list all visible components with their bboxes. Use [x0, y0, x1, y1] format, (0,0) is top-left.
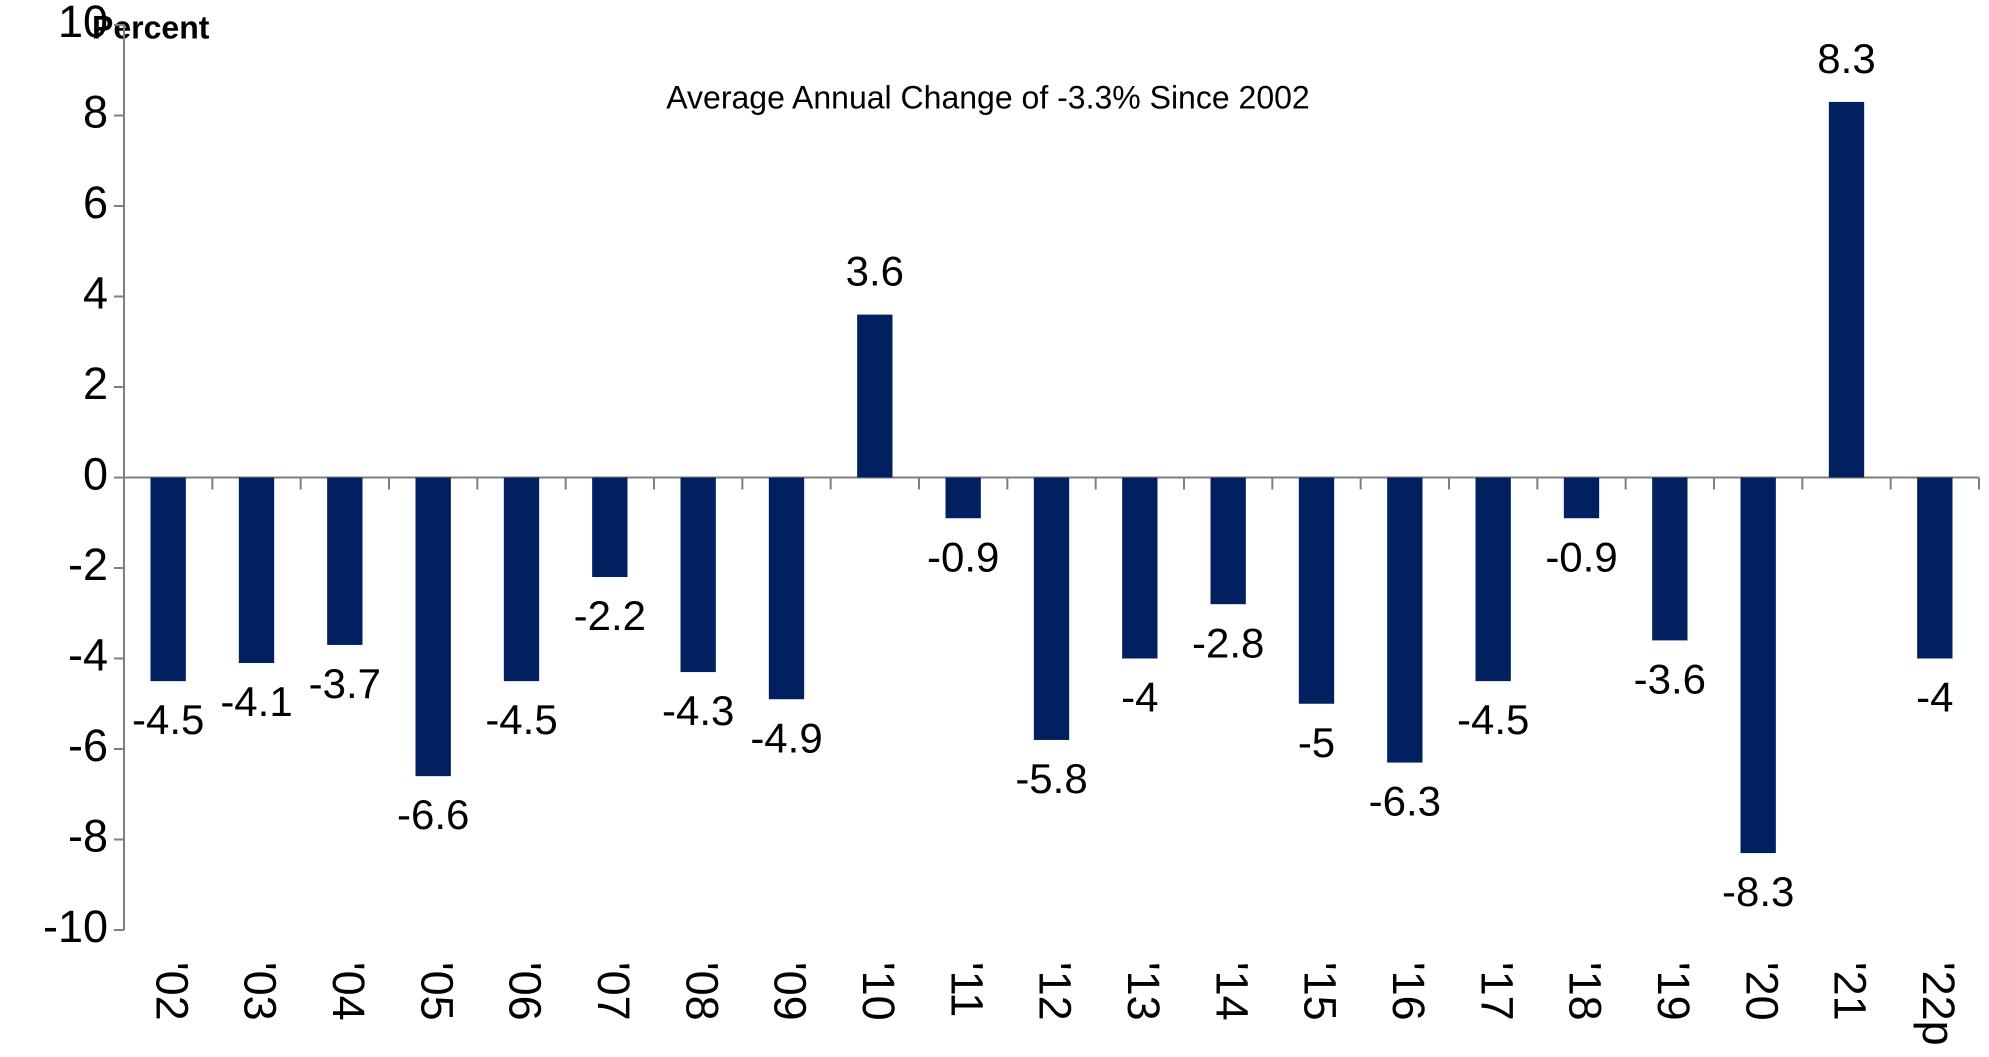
- data-label: -5: [1298, 719, 1335, 766]
- data-label: -4.5: [1457, 696, 1529, 743]
- bar: [592, 477, 628, 578]
- data-label: 3.6: [846, 248, 904, 295]
- x-tick-label: '11: [941, 962, 992, 1017]
- x-tick-label: '02: [146, 962, 197, 1021]
- data-label: -2.8: [1192, 619, 1264, 666]
- x-tick-label: '06: [500, 962, 551, 1021]
- data-label: -8.3: [1722, 868, 1794, 915]
- x-tick-label: '13: [1118, 962, 1169, 1021]
- bar: [1828, 101, 1865, 478]
- bar: [1298, 477, 1335, 704]
- data-label: -6.3: [1369, 778, 1441, 825]
- x-tick-label: '03: [235, 962, 286, 1021]
- data-label: -4.1: [220, 678, 292, 725]
- y-tick-label: -8: [68, 810, 108, 861]
- y-tick-label: -4: [68, 629, 108, 680]
- y-tick-label: 2: [83, 358, 108, 409]
- y-tick-label: 8: [83, 86, 108, 137]
- x-tick-label: '17: [1471, 962, 1522, 1021]
- data-label: -4.5: [485, 696, 557, 743]
- data-label: -4.9: [750, 714, 822, 761]
- bar: [1740, 477, 1776, 854]
- x-tick-label: '20: [1736, 962, 1787, 1021]
- x-tick-label: '07: [588, 962, 639, 1021]
- data-label: -4: [1916, 674, 1953, 721]
- bar: [945, 477, 981, 519]
- data-label: 8.3: [1817, 35, 1875, 82]
- data-label: -6.6: [397, 791, 469, 838]
- x-tick-label: '14: [1206, 962, 1257, 1021]
- x-tick-label: '15: [1295, 962, 1346, 1021]
- bar: [1917, 477, 1953, 659]
- bar: [1033, 477, 1070, 740]
- y-tick-label: 6: [83, 177, 108, 228]
- y-tick-label: -10: [43, 901, 108, 952]
- bar: [503, 477, 540, 682]
- x-tick-label: '04: [323, 962, 374, 1021]
- y-tick-label: -2: [68, 539, 108, 590]
- bar: [1122, 477, 1158, 659]
- y-tick-label: 0: [83, 448, 108, 499]
- y-tick-label: -6: [68, 720, 108, 771]
- bar: [415, 477, 451, 777]
- data-label: -3.6: [1634, 655, 1706, 702]
- data-label: -0.9: [1545, 533, 1617, 580]
- data-label: -4.5: [132, 696, 204, 743]
- data-label: -2.2: [574, 592, 646, 639]
- x-tick-label: '16: [1383, 962, 1434, 1021]
- x-tick-label: '22p: [1913, 962, 1964, 1046]
- bar: [238, 477, 275, 664]
- y-tick-label: 4: [83, 267, 108, 318]
- bar: [1652, 477, 1688, 641]
- x-tick-label: '18: [1560, 962, 1611, 1021]
- bar: [857, 314, 893, 478]
- bar: [150, 477, 186, 682]
- y-axis-label: Percent: [92, 9, 210, 45]
- bar: [768, 477, 805, 700]
- x-tick-label: '21: [1825, 962, 1876, 1021]
- x-tick-label: '09: [765, 962, 816, 1021]
- y-tick-label: 10: [58, 0, 108, 47]
- bar: [327, 477, 363, 645]
- data-label: -5.8: [1015, 755, 1087, 802]
- x-tick-label: '08: [676, 962, 727, 1021]
- bar: [680, 477, 716, 673]
- x-tick-label: '12: [1030, 962, 1081, 1021]
- data-label: -3.7: [309, 660, 381, 707]
- bar: [1387, 477, 1423, 763]
- bar: [1563, 477, 1600, 519]
- data-label: -4.3: [662, 687, 734, 734]
- annotation: Average Annual Change of -3.3% Since 200…: [666, 79, 1309, 115]
- x-tick-label: '10: [853, 962, 904, 1021]
- x-tick-label: '19: [1648, 962, 1699, 1021]
- bar: [1210, 477, 1246, 605]
- bar: [1475, 477, 1511, 682]
- data-label: -0.9: [927, 533, 999, 580]
- x-tick-label: '05: [411, 962, 462, 1021]
- data-label: -4: [1121, 674, 1158, 721]
